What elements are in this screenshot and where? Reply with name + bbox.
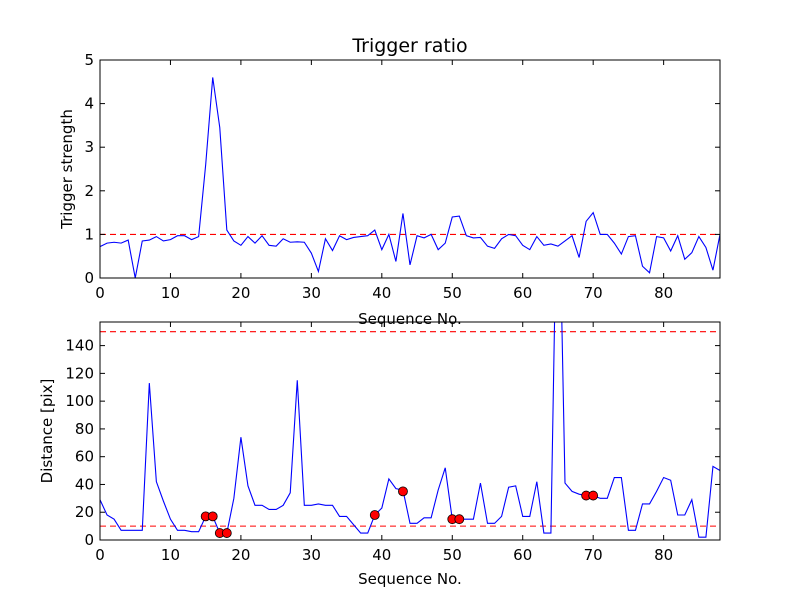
top-y-tick-label: 3 <box>84 138 94 156</box>
top-clipped-marks <box>100 77 720 278</box>
distance-plot: 0 10 20 30 40 50 60 70 80 0 20 40 60 80 100 120 140 Sequ… <box>38 321 721 588</box>
bottom-y-tick-label: 40 <box>75 475 94 493</box>
top-x-tick-label: 10 <box>161 284 180 302</box>
bottom-y-tick-label: 140 <box>65 337 94 355</box>
bottom-axis-ticks: 0 10 20 30 40 50 60 70 80 0 20 40 60 80 100 120 140 <box>65 322 720 564</box>
bottom-y-tick-label: 120 <box>65 364 94 382</box>
top-y-tick-label: 1 <box>84 225 94 243</box>
bottom-marker-point <box>221 528 232 538</box>
top-x-tick-label: 70 <box>584 284 603 302</box>
bottom-plot-frame <box>99 321 721 541</box>
top-y-tick-label: 4 <box>84 95 94 113</box>
top-x-tick-label: 80 <box>654 284 673 302</box>
bottom-x-tick-label: 60 <box>513 546 532 564</box>
bottom-y-tick-label: 80 <box>75 420 94 438</box>
bottom-x-tick-label: 40 <box>372 546 391 564</box>
bottom-x-tick-label: 0 <box>95 546 105 564</box>
top-x-tick-label: 40 <box>372 284 391 302</box>
top-y-tick-label: 2 <box>84 182 94 200</box>
distance-series <box>100 322 720 538</box>
bottom-y-tick-label: 0 <box>84 531 94 549</box>
bottom-marker-point <box>454 514 465 525</box>
bottom-y-tick-label: 60 <box>75 448 94 466</box>
top-x-tick-label: 60 <box>513 284 532 302</box>
trigger-strength-plot: Trigger ratio 0 10 20 30 40 50 60 70 80 0 1 2 3 4 5 Se… <box>58 35 721 328</box>
bottom-y-tick-label: 20 <box>75 503 94 521</box>
bottom-x-tick-label: 10 <box>161 546 180 564</box>
top-x-tick-label: 30 <box>302 284 321 302</box>
bottom-y-tick-label: 100 <box>65 392 94 410</box>
top-y-tick-label: 5 <box>84 51 94 69</box>
trigger-strength-series <box>100 77 720 278</box>
bottom-clipped-marks <box>100 322 720 538</box>
bottom-marker-point <box>369 510 380 520</box>
top-x-axis-label: Sequence No. <box>358 310 462 328</box>
top-plot-frame <box>99 59 721 279</box>
top-series-line-0 <box>100 77 720 278</box>
bottom-x-tick-label: 20 <box>231 546 250 564</box>
top-x-tick-label: 0 <box>95 284 105 302</box>
top-x-tick-label: 50 <box>443 284 462 302</box>
bottom-marker-point <box>207 511 218 522</box>
bottom-x-tick-label: 50 <box>443 546 462 564</box>
bottom-marker-point <box>588 490 599 501</box>
bottom-x-tick-label: 30 <box>302 546 321 564</box>
bottom-x-tick-label: 70 <box>584 546 603 564</box>
bottom-y-axis-label: Distance [pix] <box>38 379 56 484</box>
bottom-marker-point <box>398 486 408 497</box>
top-axis-ticks: 0 10 20 30 40 50 60 70 80 0 1 2 3 4 5 <box>84 51 720 302</box>
top-y-axis-label: Trigger strength <box>58 109 76 230</box>
top-x-tick-label: 20 <box>231 284 250 302</box>
bottom-series-line-0 <box>100 322 720 538</box>
bottom-x-axis-label: Sequence No. <box>358 570 462 588</box>
chart-title: Trigger ratio <box>351 35 467 57</box>
top-y-tick-label: 0 <box>84 269 94 287</box>
bottom-x-tick-label: 80 <box>654 546 673 564</box>
